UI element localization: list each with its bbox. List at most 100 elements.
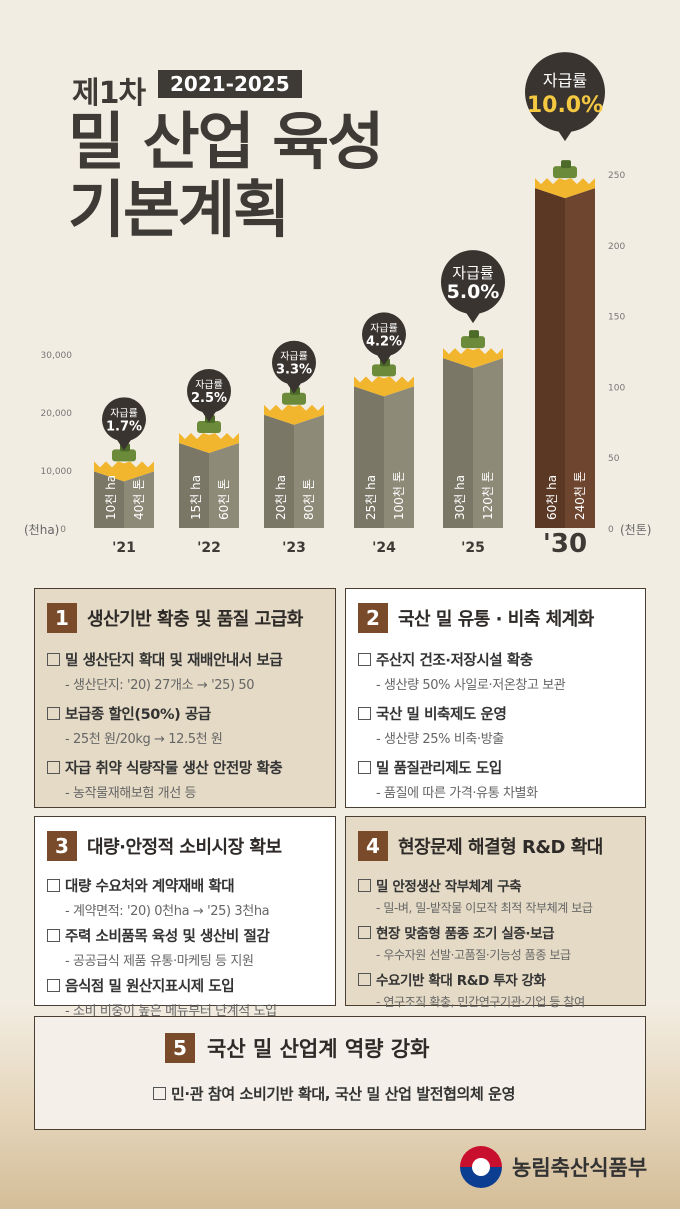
checkbox-icon [358,926,371,939]
harvester-cab-icon [561,160,571,169]
bar-label-production: 80천 톤 [301,479,316,520]
harvester-icon [461,336,485,349]
ministry-name: 농림축산식품부 [512,1156,648,1180]
right-tick-label: 50 [608,454,620,464]
checkbox-icon [358,653,371,666]
bubble [272,340,316,385]
bar-label-production: 40천 톤 [131,479,146,520]
section-title: 국산 밀 산업계 역량 강화 [207,1037,430,1061]
section-2: 2 국산 밀 유통 · 비축 체계화 주산지 건조·저장시설 확충 - 생산량 50… [345,588,646,808]
bubble-label: 자급률 [452,264,494,282]
checkbox-icon [358,879,371,892]
bar-face-left [354,386,384,528]
bar-face-left [94,471,124,528]
bubble-pointer [201,410,217,423]
title-line-1: 밀 산업 육성 [68,105,384,178]
taegeuk-icon [460,1146,502,1188]
list-item: 밀 생산단지 확대 및 재배안내서 보급 - 생산단지: '20) 27개소 → … [47,649,327,693]
bar-face-left [443,358,473,528]
checkbox-icon [358,973,371,986]
list-item: 밀 안정생산 작부체계 구축 - 밀-벼, 밀-밭작물 이모작 최적 작부체계 보… [358,875,637,916]
bubble-label: 자급률 [280,351,308,363]
bubble [362,312,406,357]
bubble-pointer [557,129,573,142]
bubble-label: 자급률 [195,379,223,391]
checkbox-icon [47,707,60,720]
list-item: 보급종 할인(50%) 공급 - 25천 원/20kg → 12.5천 원 [47,703,327,747]
grain-top [264,404,324,425]
category-label: '24 [372,540,396,556]
bar-label-production: 60천 톤 [216,479,231,520]
category-label: '21 [112,540,136,556]
section-number: 4 [358,831,388,861]
list-item: 주산지 건조·저장시설 확충 - 생산량 50% 사일로·저온창고 보관 [358,649,637,693]
checkbox-icon [47,879,60,892]
title-years-badge: 2021-2025 [158,70,302,98]
checkbox-icon [358,761,371,774]
category-label: '25 [461,540,485,556]
bubble-label: 자급률 [110,407,138,419]
section-3: 3 대량·안정적 소비시장 확보 대량 수요처와 계약재배 확대 - 계약면적: '… [34,816,336,1019]
bar-face-right [294,414,324,528]
section-title: 생산기반 확충 및 품질 고급화 [87,609,303,630]
grain-top [535,178,595,199]
list-item: 주력 소비품목 육성 및 생산비 절감 - 공공급식 제품 유통·마케팅 등 지원 [47,925,327,969]
bubble-value: 2.5% [191,391,227,406]
bubble-value: 10.0% [527,93,603,118]
bubble-value: 4.2% [366,334,402,349]
bar-label-area: 60천 ha [544,475,559,520]
checkbox-icon [47,929,60,942]
bubble [525,52,605,133]
list-item: 음식점 밀 원산지표시제 도입 - 소비 비중이 높은 메뉴부터 단계적 도입 [47,975,327,1019]
harvester-icon [112,449,136,462]
bubble-label: 자급률 [370,322,398,334]
bar-label-area: 10천 ha [103,475,118,520]
bar-face-left [179,443,209,528]
harvester-icon [372,364,396,377]
left-axis-label: (천ha) [24,522,59,537]
page-title: 밀 산업 육성 기본계획 [68,108,488,244]
right-tick-label: 0 [608,525,614,535]
bar-face-left [264,414,294,528]
bar-face-right [209,443,239,528]
harvester-cab-icon [469,330,479,339]
section-5: 5 국산 밀 산업계 역량 강화 민·관 참여 소비기반 확대, 국산 밀 산업 … [34,1016,646,1130]
right-tick-label: 100 [608,383,625,393]
list-item: 밀 품질관리제도 도입 - 품질에 따른 가격·유통 차별화 [358,757,637,801]
left-tick-label: 30,000 [41,351,73,361]
section-number: 5 [165,1033,195,1063]
right-tick-label: 150 [608,313,625,323]
section-title: 국산 밀 유통 · 비축 체계화 [398,609,594,630]
bar-face-right [124,471,154,528]
ministry-logo: 농림축산식품부 [460,1146,647,1188]
bubble-value: 1.7% [106,419,142,434]
bubble-pointer [116,438,132,451]
bubble-pointer [465,311,481,324]
list-item: 수요기반 확대 R&D 투자 강화 - 연구조직 확충, 민간연구기관·기업 등 … [358,969,637,1010]
right-axis-label: (천톤) [620,522,651,537]
checkbox-icon [47,653,60,666]
bar-label-production: 120천 톤 [480,471,495,520]
list-item: 민·관 참여 소비기반 확대, 국산 밀 산업 발전협의체 운영 [153,1083,515,1104]
bar-label-production: 100천 톤 [391,471,406,520]
grain-top [443,348,503,369]
section-1: 1 생산기반 확충 및 품질 고급화 밀 생산단지 확대 및 재배안내서 보급 - … [34,588,336,808]
section-title: 현장문제 해결형 R&D 확대 [398,837,603,858]
grain-top [94,461,154,482]
checkbox-icon [47,979,60,992]
checkbox-icon [153,1087,166,1100]
category-label: '22 [197,540,221,556]
list-item: 현장 맞춤형 품종 조기 실증·보급 - 우수자원 선발·고품질·기능성 품종 보… [358,922,637,963]
list-item: 대량 수요처와 계약재배 확대 - 계약면적: '20) 0천ha → '25) … [47,875,327,919]
bubble [441,250,505,315]
bar-face-right [473,358,503,528]
bar-label-production: 240천 톤 [572,471,587,520]
bubble-value: 3.3% [276,363,312,378]
bubble-label: 자급률 [543,71,587,90]
left-tick-label: 20,000 [41,409,73,419]
bar-face-right [565,188,595,528]
section-title: 대량·안정적 소비시장 확보 [87,837,282,858]
checkbox-icon [47,761,60,774]
grain-top [179,433,239,454]
harvester-icon [197,421,221,434]
